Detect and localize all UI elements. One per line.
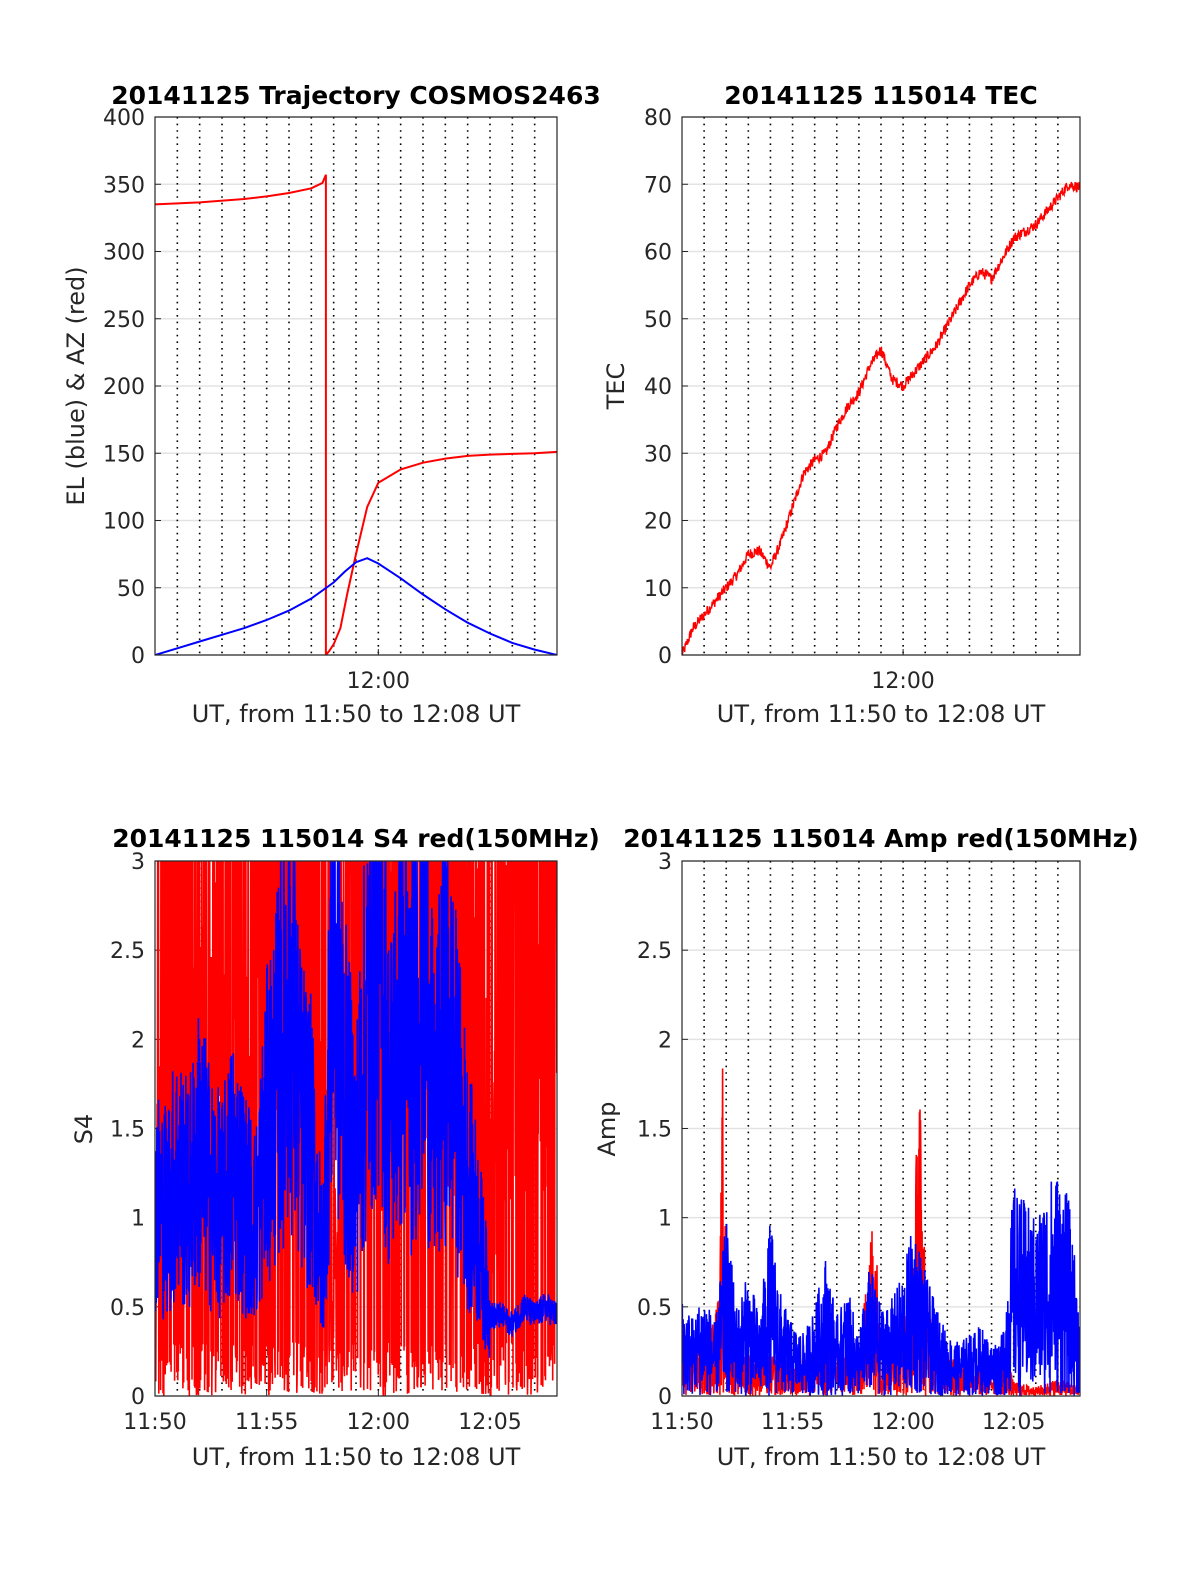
amp-x-tick-label: 12:05 [982,1410,1045,1435]
tec-y-tick-label: 40 [644,375,672,400]
trajectory-y-axis-label: EL (blue) & AZ (red) [62,266,90,505]
tec-y-tick-label: 80 [644,106,672,131]
s4-title: 20141125 115014 S4 red(150MHz) [112,824,600,853]
trajectory-series-0-line [155,174,557,655]
trajectory-y-tick-label: 200 [103,375,145,400]
trajectory-y-tick-label: 50 [117,577,145,602]
trajectory-series-1-line [155,557,557,655]
trajectory-axes-box [154,116,558,656]
trajectory-y-tick-label: 300 [103,241,145,266]
s4-x-tick-label: 12:05 [458,1410,521,1435]
s4-y-tick-label: 0.5 [110,1296,145,1321]
tec-y-tick-label: 50 [644,308,672,333]
amp-x-tick-label: 12:00 [871,1410,934,1435]
trajectory-panel: 20141125 Trajectory COSMOS2463 UT, from … [62,81,601,728]
s4-x-axis-label: UT, from 11:50 to 12:08 UT [192,1443,521,1471]
tec-title: 20141125 115014 TEC [724,81,1037,110]
tec-y-tick-label: 30 [644,442,672,467]
trajectory-x-tick-label: 12:00 [347,669,410,694]
s4-series-1-line [155,861,557,1358]
amp-axes-box [681,860,1081,1397]
amp-x-tick-label: 11:50 [650,1410,713,1435]
s4-y-tick-label: 1.5 [110,1118,145,1143]
amp-series-1-line [682,1181,1080,1396]
s4-x-tick-label: 11:55 [235,1410,298,1435]
trajectory-x-axis-label: UT, from 11:50 to 12:08 UT [192,700,521,728]
amp-y-tick-label: 3 [658,850,672,875]
tec-y-tick-label: 10 [644,577,672,602]
s4-panel: 20141125 115014 S4 red(150MHz) UT, from … [70,824,600,1471]
trajectory-title: 20141125 Trajectory COSMOS2463 [111,81,601,110]
tec-y-axis-label: TEC [602,363,630,411]
s4-y-tick-label: 1 [131,1207,145,1232]
s4-y-tick-label: 0 [131,1385,145,1410]
s4-x-tick-label: 12:00 [347,1410,410,1435]
tec-y-tick-label: 70 [644,173,672,198]
s4-axes-box [154,860,558,1397]
tec-panel: 20141125 115014 TEC UT, from 11:50 to 12… [602,81,1081,728]
trajectory-y-tick-label: 0 [131,644,145,669]
tec-axes-box [681,116,1081,656]
amp-y-tick-label: 0 [658,1385,672,1410]
amp-y-tick-label: 1.5 [637,1118,672,1143]
trajectory-y-tick-label: 350 [103,173,145,198]
amp-title: 20141125 115014 Amp red(150MHz) [623,824,1139,853]
s4-x-tick-label: 11:50 [123,1410,186,1435]
tec-x-axis-label: UT, from 11:50 to 12:08 UT [717,700,1046,728]
trajectory-y-tick-label: 100 [103,510,145,535]
s4-y-axis-label: S4 [70,1114,98,1145]
s4-y-tick-label: 2 [131,1028,145,1053]
tec-y-tick-label: 60 [644,241,672,266]
amp-y-tick-label: 0.5 [637,1296,672,1321]
trajectory-y-tick-label: 400 [103,106,145,131]
amp-y-tick-label: 1 [658,1207,672,1232]
tec-y-tick-label: 0 [658,644,672,669]
amp-x-tick-label: 11:55 [761,1410,824,1435]
tec-series-0-line [682,181,1080,655]
amp-y-tick-label: 2.5 [637,939,672,964]
s4-y-tick-label: 3 [131,850,145,875]
trajectory-y-tick-label: 150 [103,442,145,467]
s4-y-tick-label: 2.5 [110,939,145,964]
amp-x-axis-label: UT, from 11:50 to 12:08 UT [717,1443,1046,1471]
trajectory-y-tick-label: 250 [103,308,145,333]
amp-y-tick-label: 2 [658,1028,672,1053]
amp-y-axis-label: Amp [593,1101,621,1156]
tec-y-tick-label: 20 [644,510,672,535]
tec-x-tick-label: 12:00 [871,669,934,694]
amp-panel: 20141125 115014 Amp red(150MHz) UT, from… [593,824,1139,1471]
